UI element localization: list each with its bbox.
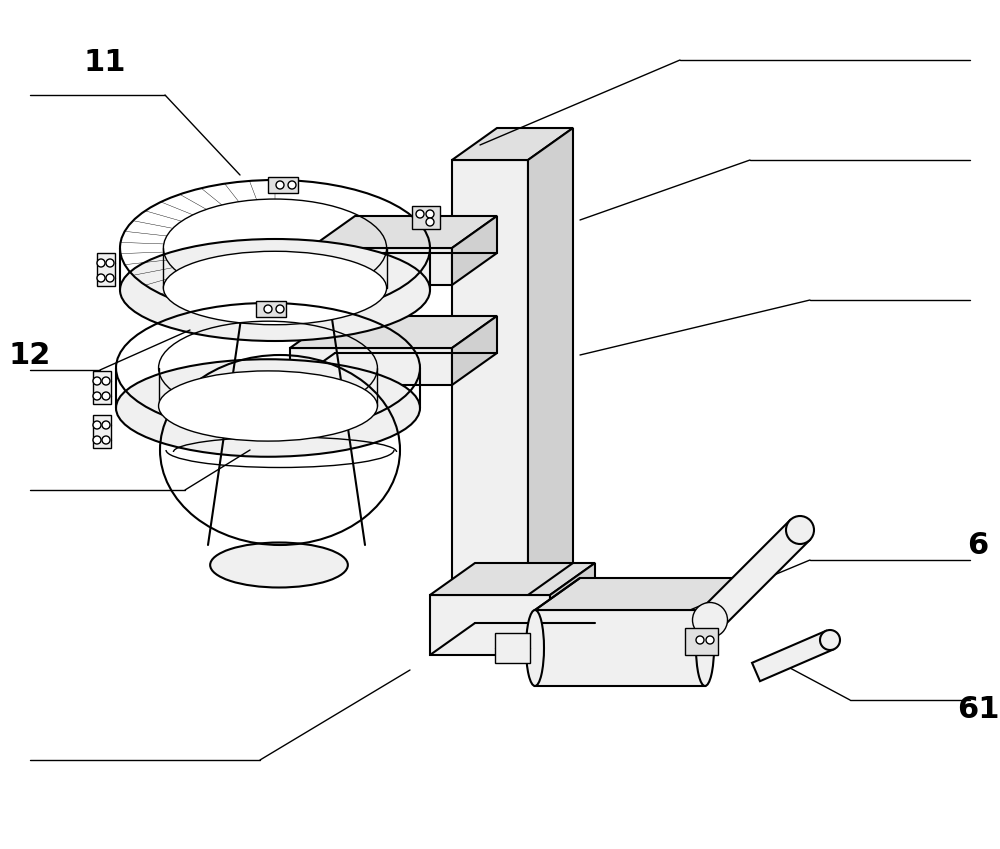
- Ellipse shape: [696, 610, 714, 686]
- Ellipse shape: [106, 259, 114, 267]
- Text: 61: 61: [957, 695, 999, 724]
- Ellipse shape: [706, 636, 714, 644]
- Ellipse shape: [97, 259, 105, 267]
- Ellipse shape: [288, 181, 296, 189]
- Ellipse shape: [276, 305, 284, 313]
- Ellipse shape: [102, 377, 110, 385]
- Polygon shape: [700, 520, 810, 630]
- Ellipse shape: [526, 610, 544, 686]
- Ellipse shape: [416, 210, 424, 218]
- Polygon shape: [685, 628, 718, 655]
- Ellipse shape: [93, 421, 101, 429]
- Ellipse shape: [106, 274, 114, 282]
- Polygon shape: [290, 316, 497, 348]
- Polygon shape: [452, 160, 528, 595]
- Ellipse shape: [102, 392, 110, 400]
- Polygon shape: [535, 610, 705, 686]
- Ellipse shape: [696, 636, 704, 644]
- Polygon shape: [256, 301, 286, 317]
- Text: 11: 11: [84, 48, 126, 76]
- Ellipse shape: [93, 377, 101, 385]
- Polygon shape: [452, 216, 497, 285]
- Ellipse shape: [426, 218, 434, 226]
- Ellipse shape: [120, 239, 430, 341]
- Polygon shape: [93, 371, 111, 404]
- Text: 12: 12: [9, 340, 51, 369]
- Ellipse shape: [426, 210, 434, 218]
- Polygon shape: [93, 415, 111, 448]
- Ellipse shape: [210, 543, 348, 588]
- Polygon shape: [452, 128, 573, 160]
- Ellipse shape: [102, 436, 110, 444]
- Polygon shape: [550, 563, 595, 655]
- Polygon shape: [268, 177, 298, 193]
- Polygon shape: [452, 316, 497, 385]
- Ellipse shape: [276, 181, 284, 189]
- Polygon shape: [97, 253, 115, 286]
- Ellipse shape: [786, 516, 814, 544]
- Polygon shape: [310, 216, 497, 248]
- Ellipse shape: [264, 305, 272, 313]
- Ellipse shape: [163, 251, 387, 324]
- Ellipse shape: [97, 274, 105, 282]
- Ellipse shape: [102, 421, 110, 429]
- Polygon shape: [752, 631, 834, 681]
- Ellipse shape: [820, 630, 840, 650]
- Polygon shape: [495, 633, 530, 663]
- Polygon shape: [290, 348, 452, 385]
- Polygon shape: [535, 578, 750, 610]
- Polygon shape: [430, 595, 550, 655]
- Polygon shape: [310, 248, 452, 285]
- Ellipse shape: [692, 603, 728, 638]
- Text: 6: 6: [967, 531, 989, 559]
- Polygon shape: [412, 206, 440, 229]
- Ellipse shape: [93, 392, 101, 400]
- Polygon shape: [528, 128, 573, 595]
- Ellipse shape: [116, 359, 420, 457]
- Ellipse shape: [93, 436, 101, 444]
- Polygon shape: [430, 563, 595, 595]
- Ellipse shape: [159, 371, 377, 441]
